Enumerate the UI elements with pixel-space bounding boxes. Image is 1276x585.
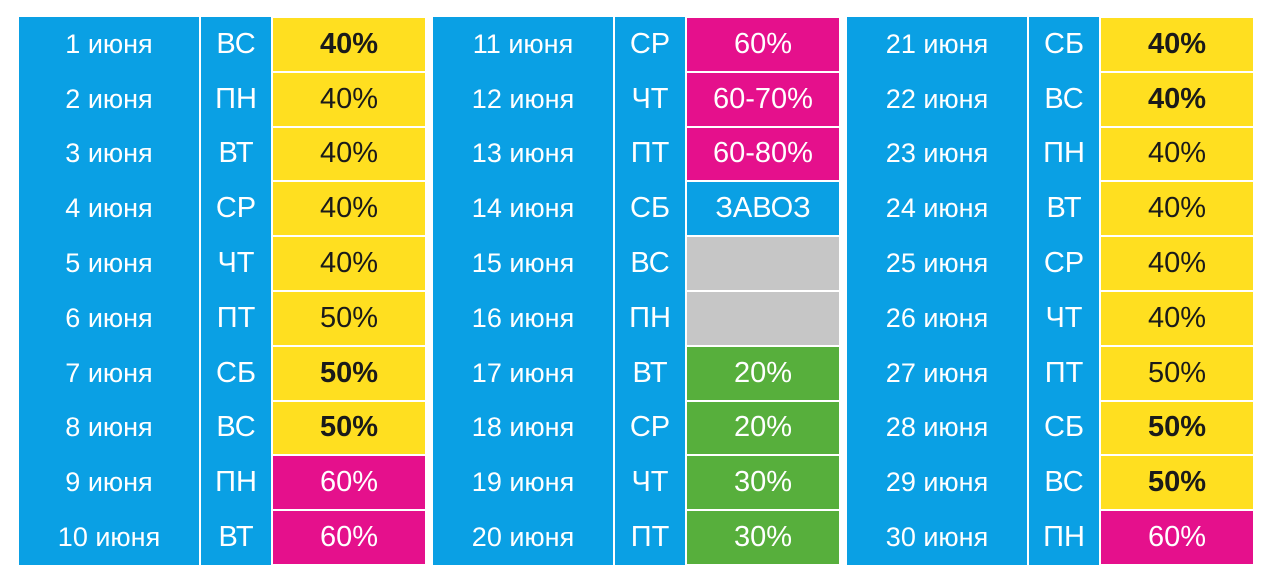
date-label: 15 июня (471, 248, 575, 279)
weekday-label: ПТ (1044, 356, 1084, 389)
weekday-label: ПТ (630, 137, 670, 170)
empty-cell (687, 237, 839, 290)
date-label: 14 июня (471, 193, 575, 224)
discount-value: ЗАВОЗ (687, 182, 839, 236)
discount-value: 40% (273, 127, 425, 181)
discount-value: 50% (273, 401, 425, 455)
discount-calendar-grid: 1 июня ВС 40% 2 июня ПН 40% 3 июня ВТ 40% 4 июня С… (19, 17, 1259, 565)
discount-value: 50% (273, 346, 425, 400)
weekday-label: СР (629, 27, 671, 60)
date-label: 1 июня (65, 28, 153, 59)
weekday-label: ВС (1044, 466, 1084, 499)
discount-value: 40% (1101, 182, 1253, 236)
weekday-label: СБ (1044, 411, 1084, 444)
discount-value: 40% (1101, 72, 1253, 126)
weekday-label: ЧТ (217, 247, 255, 280)
discount-value: 40% (273, 18, 425, 71)
date-label: 13 июня (471, 138, 575, 169)
date-label: 8 июня (65, 412, 153, 443)
discount-value: 60% (687, 18, 839, 71)
date-label: 29 июня (885, 467, 989, 498)
date-column-bg (847, 17, 1027, 565)
discount-value: 50% (1101, 401, 1253, 455)
discount-value: 50% (273, 292, 425, 345)
date-label: 7 июня (65, 357, 153, 388)
weekday-label: ВС (216, 27, 256, 60)
date-label: 16 июня (471, 302, 575, 333)
weekday-label: СР (215, 192, 257, 225)
discount-value: 30% (687, 511, 839, 564)
date-label: 21 июня (885, 28, 989, 59)
date-label: 18 июня (471, 412, 575, 443)
day-column-bg (201, 17, 271, 565)
discount-value: 20% (687, 346, 839, 400)
date-label: 30 июня (885, 522, 989, 553)
discount-value: 60% (273, 456, 425, 510)
weekday-label: ВТ (1046, 192, 1082, 225)
discount-value: 40% (1101, 127, 1253, 181)
date-column-bg (433, 17, 613, 565)
discount-value: 40% (273, 72, 425, 126)
weekday-label: ПН (629, 301, 671, 334)
discount-value: 40% (273, 182, 425, 236)
day-column-bg (615, 17, 685, 565)
weekday-label: ПН (1043, 137, 1085, 170)
date-label: 22 июня (885, 83, 989, 114)
weekday-label: ПТ (216, 301, 256, 334)
date-column-bg (19, 17, 199, 565)
weekday-label: СБ (630, 192, 670, 225)
discount-value: 30% (687, 456, 839, 510)
discount-value: 40% (1101, 292, 1253, 345)
discount-value: 40% (1101, 237, 1253, 290)
weekday-label: СБ (1044, 27, 1084, 60)
weekday-label: СБ (216, 356, 256, 389)
weekday-label: ПН (215, 82, 257, 115)
discount-value: 60-70% (687, 72, 839, 126)
discount-value: 50% (1101, 346, 1253, 400)
discount-value: 40% (273, 237, 425, 290)
date-label: 11 июня (472, 28, 574, 59)
empty-cell (687, 292, 839, 345)
date-label: 6 июня (65, 302, 153, 333)
discount-value: 60% (273, 511, 425, 564)
date-label: 20 июня (471, 522, 575, 553)
discount-value: 40% (1101, 18, 1253, 71)
weekday-label: ПН (1043, 521, 1085, 554)
weekday-label: ЧТ (631, 466, 669, 499)
weekday-label: ВТ (218, 137, 254, 170)
weekday-label: ПН (215, 466, 257, 499)
weekday-label: СР (1043, 247, 1085, 280)
date-label: 23 июня (885, 138, 989, 169)
weekday-label: ВС (1044, 82, 1084, 115)
discount-value: 60-80% (687, 127, 839, 181)
date-label: 12 июня (471, 83, 575, 114)
weekday-label: ПТ (630, 521, 670, 554)
date-label: 17 июня (471, 357, 575, 388)
weekday-label: ВС (216, 411, 256, 444)
date-label: 9 июня (65, 467, 153, 498)
date-label: 28 июня (885, 412, 989, 443)
day-column-bg (1029, 17, 1099, 565)
date-label: 24 июня (885, 193, 989, 224)
date-label: 10 июня (57, 522, 161, 553)
date-label: 2 июня (65, 83, 153, 114)
discount-value: 60% (1101, 511, 1253, 564)
weekday-label: ВТ (632, 356, 668, 389)
weekday-label: ВС (630, 247, 670, 280)
weekday-label: ЧТ (1045, 301, 1083, 334)
weekday-label: ВТ (218, 521, 254, 554)
date-label: 3 июня (65, 138, 153, 169)
date-label: 25 июня (885, 248, 989, 279)
date-label: 27 июня (885, 357, 989, 388)
date-label: 26 июня (885, 302, 989, 333)
weekday-label: СР (629, 411, 671, 444)
date-label: 5 июня (65, 248, 153, 279)
date-label: 4 июня (65, 193, 153, 224)
weekday-label: ЧТ (631, 82, 669, 115)
discount-value: 50% (1101, 456, 1253, 510)
date-label: 19 июня (471, 467, 575, 498)
discount-value: 20% (687, 401, 839, 455)
